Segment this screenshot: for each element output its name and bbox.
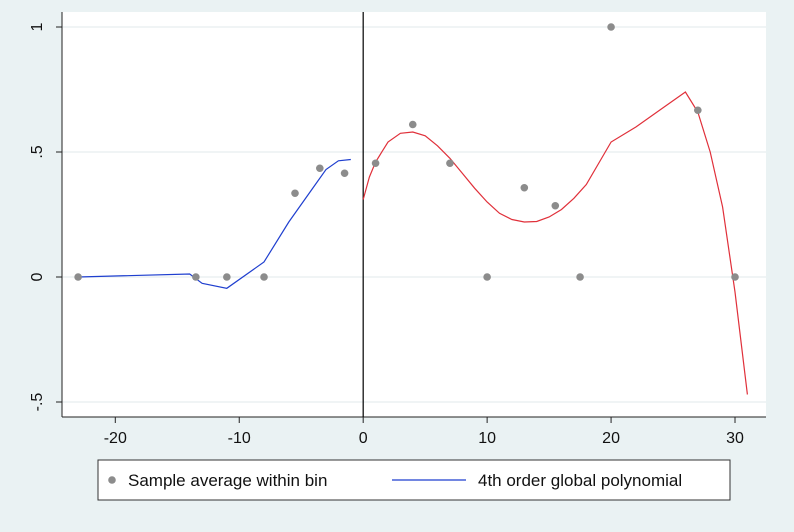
x-tick-label: 20 bbox=[602, 430, 620, 447]
legend-label-line: 4th order global polynomial bbox=[478, 471, 682, 490]
legend: Sample average within bin 4th order glob… bbox=[97, 459, 731, 501]
x-tick-label: 0 bbox=[359, 430, 368, 447]
legend-point-marker bbox=[108, 476, 116, 484]
bin-points bbox=[74, 23, 739, 281]
y-tick-label: 0 bbox=[29, 272, 46, 281]
axes bbox=[61, 12, 766, 418]
plot-area bbox=[62, 12, 766, 417]
bin-point bbox=[74, 273, 82, 281]
bin-point bbox=[731, 273, 739, 281]
bin-point bbox=[576, 273, 584, 281]
gridlines bbox=[62, 26, 766, 403]
legend-label-points: Sample average within bin bbox=[128, 471, 327, 490]
bin-point bbox=[291, 189, 299, 198]
x-tick-label: 10 bbox=[478, 430, 496, 447]
bin-point bbox=[316, 164, 324, 173]
bin-point bbox=[694, 106, 702, 115]
bin-point bbox=[483, 273, 491, 281]
bin-point bbox=[192, 273, 200, 281]
y-axis-ticks: -.5 0 .5 1 bbox=[29, 22, 62, 411]
bin-point bbox=[260, 273, 268, 281]
bin-point bbox=[607, 23, 615, 31]
y-tick-label: -.5 bbox=[29, 393, 46, 412]
y-tick-label: .5 bbox=[29, 145, 46, 158]
x-tick-label: -20 bbox=[104, 430, 127, 447]
bin-point bbox=[551, 201, 560, 210]
bin-point bbox=[371, 159, 380, 168]
x-tick-label: 30 bbox=[726, 430, 744, 447]
fit-line-right bbox=[362, 91, 748, 395]
x-tick-label: -10 bbox=[228, 430, 251, 447]
bin-point bbox=[408, 120, 417, 129]
bin-point bbox=[223, 273, 231, 281]
bin-point bbox=[520, 183, 529, 192]
bin-point bbox=[340, 169, 349, 178]
y-tick-label: 1 bbox=[29, 22, 46, 31]
x-axis-ticks: -20 -10 0 10 20 30 bbox=[104, 417, 744, 447]
bin-point bbox=[446, 159, 454, 168]
